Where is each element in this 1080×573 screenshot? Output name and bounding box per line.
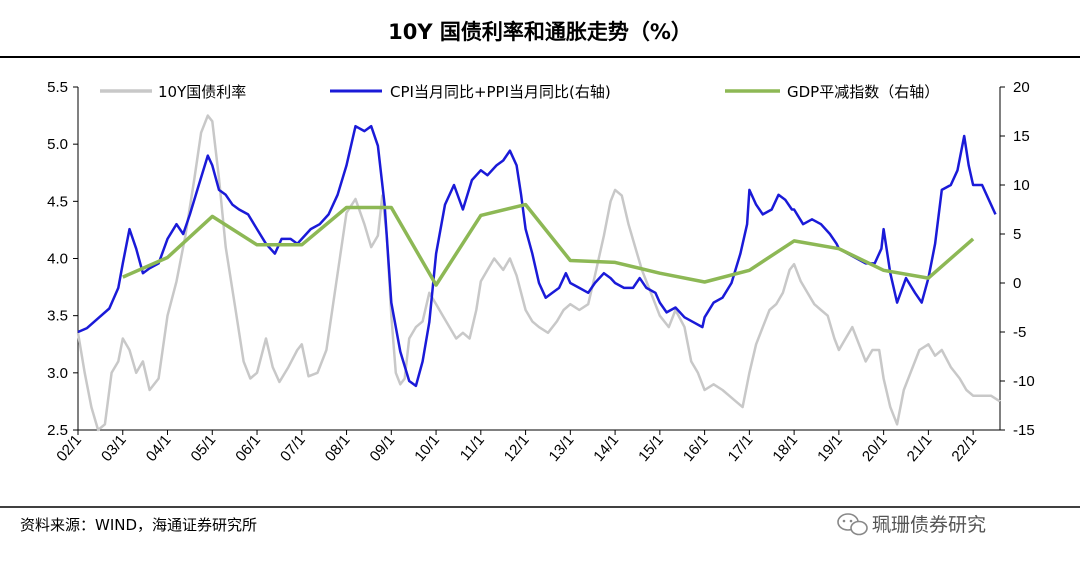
x-tick-label: 13/1 — [546, 432, 578, 465]
x-tick-label: 08/1 — [322, 432, 354, 465]
left-tick-label: 3.0 — [47, 365, 68, 382]
x-tick-label: 22/1 — [948, 432, 980, 465]
series-lines — [76, 114, 1001, 432]
right-tick-label: -5 — [1013, 324, 1026, 341]
right-tick-label: 0 — [1013, 275, 1021, 292]
left-tick-label: 5.0 — [47, 136, 68, 153]
x-tick-label: 09/1 — [367, 432, 399, 465]
x-tick-label: 10/1 — [411, 432, 443, 465]
x-tick-label: 17/1 — [725, 432, 757, 465]
right-tick-label: 20 — [1013, 79, 1030, 96]
legend-item-cpi-ppi: CPI当月同比+PPI当月同比(右轴) — [330, 83, 611, 101]
x-tick-label: 15/1 — [635, 432, 667, 465]
watermark-text: 珮珊债券研究 — [872, 514, 986, 536]
right-tick-label: -10 — [1013, 373, 1035, 390]
x-tick-label: 14/1 — [590, 432, 622, 465]
left-tick-label: 3.5 — [47, 308, 68, 325]
left-tick-label: 4.0 — [47, 251, 68, 268]
right-tick-label: 10 — [1013, 177, 1030, 194]
x-tick-label: 05/1 — [188, 432, 220, 465]
right-y-ticks: -15 -10 -5 0 5 10 15 20 — [1000, 79, 1035, 439]
left-tick-label: 5.5 — [47, 79, 68, 96]
legend-label-10y: 10Y国债利率 — [158, 83, 246, 101]
watermark: 珮珊债券研究 — [837, 513, 986, 536]
x-tick-label: 16/1 — [680, 432, 712, 465]
x-tick-label: 03/1 — [98, 432, 130, 465]
legend-item-gdp: GDP平减指数（右轴） — [725, 83, 939, 101]
legend-label-cpi-ppi: CPI当月同比+PPI当月同比(右轴) — [390, 83, 611, 101]
x-tick-label: 04/1 — [143, 432, 175, 465]
series-line-0 — [76, 114, 1001, 432]
x-tick-label: 20/1 — [859, 432, 891, 465]
left-y-ticks: 2.5 3.0 3.5 4.0 4.5 5.0 5.5 — [47, 79, 78, 439]
left-tick-label: 2.5 — [47, 422, 68, 439]
legend: 10Y国债利率 CPI当月同比+PPI当月同比(右轴) GDP平减指数（右轴） — [100, 83, 939, 101]
wechat-icon — [837, 513, 868, 536]
x-tick-label: 07/1 — [277, 432, 309, 465]
right-tick-label: 5 — [1013, 226, 1021, 243]
right-tick-label: -15 — [1013, 422, 1035, 439]
source-note: 资料来源：WIND，海通证券研究所 — [20, 516, 257, 534]
x-tick-label: 12/1 — [501, 432, 533, 465]
x-tick-label: 19/1 — [814, 432, 846, 465]
x-tick-label: 06/1 — [232, 432, 264, 465]
x-ticks: 02/1 03/1 04/1 05/1 06/1 07/1 08/1 09/1 10/1 11/1… — [53, 430, 980, 465]
right-tick-label: 15 — [1013, 128, 1030, 145]
series-line-2 — [122, 202, 975, 287]
legend-label-gdp: GDP平减指数（右轴） — [787, 83, 939, 101]
x-tick-label: 18/1 — [769, 432, 801, 465]
x-tick-label: 21/1 — [904, 432, 936, 465]
legend-item-10y: 10Y国债利率 — [100, 83, 246, 101]
x-tick-label: 11/1 — [457, 432, 488, 464]
chart-title: 10Y 国债利率和通胀走势（%） — [388, 20, 692, 44]
left-tick-label: 4.5 — [47, 193, 68, 210]
